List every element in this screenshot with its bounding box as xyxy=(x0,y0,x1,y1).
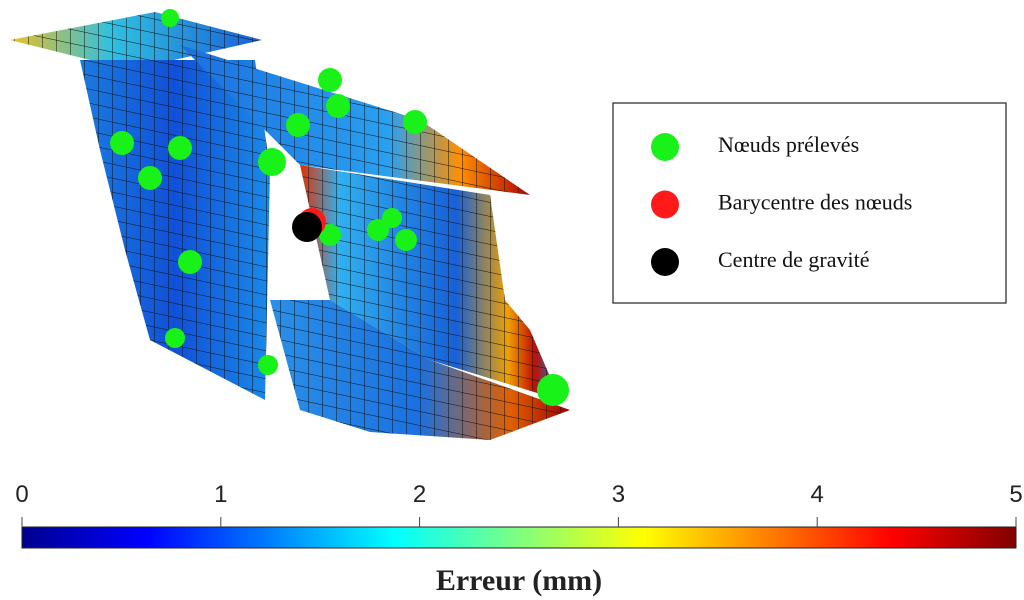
legend-label: Barycentre des nœuds xyxy=(718,190,912,215)
tick-label: 2 xyxy=(413,481,426,508)
legend-marker xyxy=(651,190,679,219)
legend: Nœuds prélevés Barycentre des nœuds Centre… xyxy=(612,102,1007,304)
legend-marker xyxy=(651,248,679,276)
legend-marker xyxy=(651,133,679,161)
colorbar-bar xyxy=(21,526,1017,549)
tick-label: 1 xyxy=(214,481,227,508)
colorbar: Erreur (mm) 0 1 2 3 4 5 xyxy=(15,481,1022,597)
mesh xyxy=(10,9,570,440)
tick-label: 3 xyxy=(612,481,625,508)
colorbar-label: Erreur (mm) xyxy=(436,564,602,597)
legend-label: Nœuds prélevés xyxy=(718,132,859,157)
tick-label: 0 xyxy=(15,481,28,508)
tick-label: 4 xyxy=(811,481,824,508)
legend-label: Centre de gravité xyxy=(718,247,870,272)
tick-label: 5 xyxy=(1009,481,1022,508)
